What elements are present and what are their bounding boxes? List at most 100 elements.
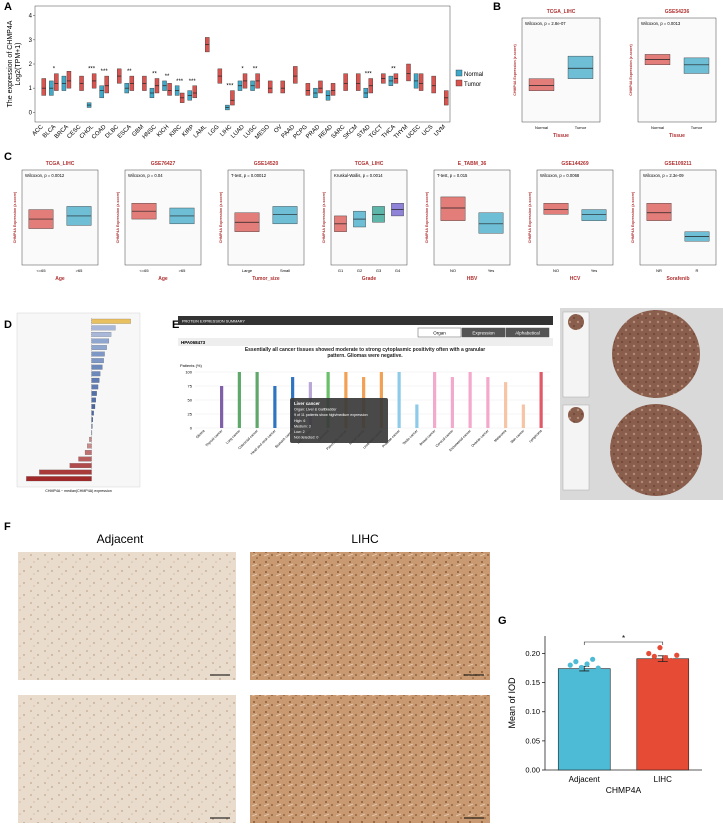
y-tick-label: 0.10 <box>525 707 540 716</box>
significance: *** <box>176 79 184 85</box>
data-point <box>584 661 589 666</box>
data-point <box>652 654 657 659</box>
histology-image <box>18 552 236 680</box>
x-tick-label: LIHC <box>654 775 672 784</box>
y-tick-label: 0 <box>190 426 193 431</box>
x-tick-label: Tumor <box>575 125 587 130</box>
y-tick-label: 0.00 <box>525 766 540 775</box>
x-tick-label: KICH <box>156 124 170 138</box>
chart-title: TCGA_LIHC <box>547 9 576 15</box>
bar <box>220 386 223 428</box>
significance: ** <box>165 74 170 80</box>
chart-title: GSE109211 <box>665 161 692 167</box>
chart-title: TCGA_LIHC <box>355 161 384 167</box>
x-tick-label: Glioma <box>195 429 206 440</box>
x-axis-label: CHMP4A ~ median(CHMP4A) expression <box>45 489 111 493</box>
y-tick-label: 0.15 <box>525 678 540 687</box>
x-tick-label: MESO <box>254 124 271 141</box>
data-point <box>568 663 573 668</box>
tab-label[interactable]: Alphabetical <box>515 331 540 336</box>
box <box>318 81 322 93</box>
x-axis-label: Tissue <box>553 133 569 139</box>
x-tick-label: G1 <box>338 268 344 273</box>
x-tick-label: Lung cancer <box>225 428 242 445</box>
x-axis-label: HCV <box>570 276 581 282</box>
bar <box>92 326 116 331</box>
bar <box>92 339 109 344</box>
tissue-core <box>612 310 700 398</box>
x-tick-label: Thyroid cancer <box>205 428 224 447</box>
box <box>42 79 46 96</box>
x-axis-label: Tumor_size <box>252 276 280 282</box>
histology-image <box>18 695 236 823</box>
data-point <box>663 655 668 660</box>
legend-swatch <box>456 80 462 86</box>
x-tick-label: Breast cancer <box>419 428 437 446</box>
chart-subtitle: Wilcoxon, p = 0.04 <box>128 173 163 178</box>
x-tick-label: Normal <box>535 125 548 130</box>
panel-label: F <box>4 521 11 533</box>
bar <box>92 352 105 357</box>
box <box>100 86 104 98</box>
bar <box>469 372 472 428</box>
tooltip-line: 9 of 11 patients show high/medium expres… <box>294 413 368 417</box>
x-tick-label: >65 <box>76 268 84 273</box>
significance: ** <box>152 72 157 78</box>
box <box>441 197 465 221</box>
x-tick-label: NO <box>450 268 456 273</box>
thumbnail-core <box>568 407 584 423</box>
box <box>568 56 593 79</box>
bar <box>92 398 96 403</box>
chart-subtitle: Wilcoxon, p = 0.0068 <box>540 173 580 178</box>
significance: *** <box>88 67 96 73</box>
x-tick-label: Melanoma <box>493 429 507 443</box>
y-axis-label: CHMP4A Expression (z-score) <box>219 191 223 243</box>
x-tick-label: Lymphoma <box>528 429 543 444</box>
y-axis-label: CHMP4A Expression (z-score) <box>322 191 326 243</box>
y-tick-label: 25 <box>188 412 193 417</box>
bar <box>92 365 103 370</box>
significance: *** <box>226 84 234 90</box>
significance: *** <box>365 72 373 78</box>
box <box>306 83 310 95</box>
tooltip-line: High: 6 <box>294 419 305 423</box>
description-box: Essentially all cancer tissues showed mo… <box>240 347 490 363</box>
x-tick-label: Small <box>280 268 290 273</box>
description: Essentially all cancer tissues showed mo… <box>240 347 490 359</box>
bar <box>89 437 91 442</box>
bar <box>92 358 104 363</box>
bar <box>540 372 543 428</box>
tab-label[interactable]: Expression <box>472 331 495 336</box>
box <box>193 86 197 98</box>
y-tick-label: 75 <box>188 384 193 389</box>
x-tick-label: Large <box>242 268 253 273</box>
histology-image <box>250 695 490 823</box>
box <box>268 81 272 93</box>
x-tick-label: <=65 <box>36 268 46 273</box>
chart-subtitle: Wilcoxon, p = 2.8e-07 <box>525 21 566 26</box>
bar <box>558 669 610 770</box>
bar <box>87 444 91 449</box>
box <box>344 74 348 91</box>
bar <box>273 386 276 428</box>
chart-title: GSE144269 <box>561 161 588 167</box>
y-axis-label: CHMP4A Expression (z-score) <box>528 191 532 243</box>
panel-label: B <box>493 1 501 13</box>
x-tick-label: Normal <box>651 125 664 130</box>
chart-subtitle: Wilcoxon, p = 0.0013 <box>641 21 681 26</box>
y-tick-label: 1 <box>29 86 33 92</box>
box <box>54 74 58 91</box>
box <box>647 203 671 220</box>
image-title: Adjacent <box>97 532 144 546</box>
data-point <box>657 645 662 650</box>
significance: *** <box>101 69 109 75</box>
tab-label[interactable]: Organ <box>433 331 446 336</box>
chart-title: GSE76427 <box>151 161 176 167</box>
chart-subtitle: Kruskal-Wallis, p = 0.0014 <box>334 173 383 178</box>
bar <box>26 476 91 481</box>
chart-subtitle: Wilcoxon, p = 0.0012 <box>25 173 65 178</box>
significance: *** <box>189 79 197 85</box>
x-tick-label: KIRC <box>169 124 184 139</box>
bar <box>92 385 99 390</box>
x-tick-label: NR <box>656 268 662 273</box>
